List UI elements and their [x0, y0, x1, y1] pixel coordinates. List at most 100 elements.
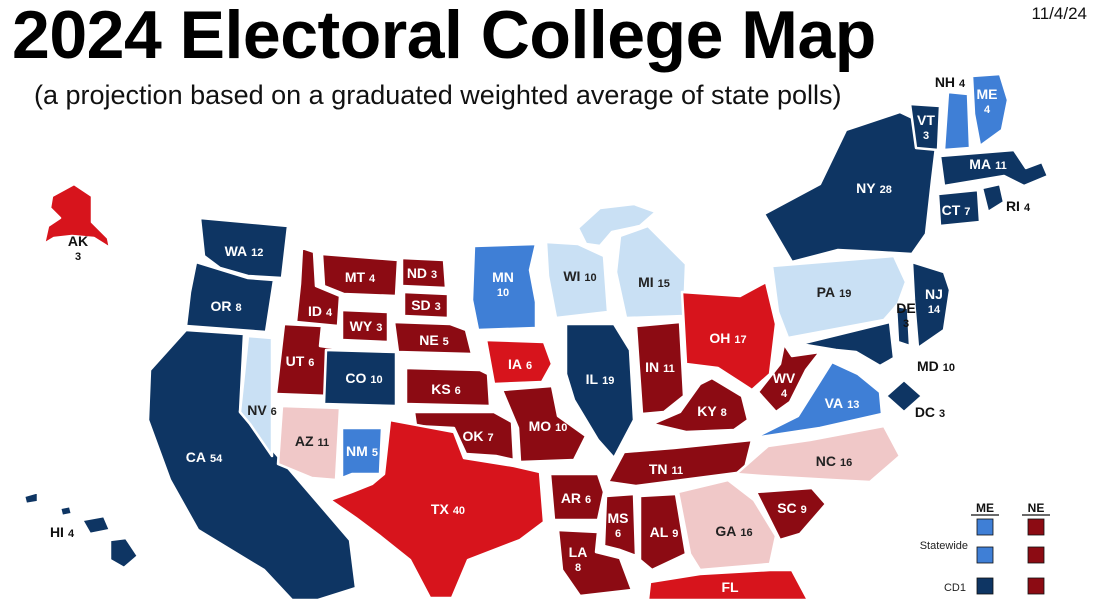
electoral-votes-SC: 9: [801, 504, 807, 516]
map-subtitle: (a projection based on a graduated weigh…: [34, 80, 842, 110]
state-abbr-MT: MT: [345, 269, 366, 285]
state-CO[interactable]: [322, 348, 398, 408]
label-CA: CA 54: [186, 449, 223, 465]
state-MO[interactable]: [500, 384, 588, 464]
label-WV: WV 4: [773, 370, 796, 400]
state-TX[interactable]: [328, 418, 546, 600]
label-NE: NE 5: [419, 332, 449, 348]
electoral-votes-WA: 12: [251, 247, 263, 259]
state-IN[interactable]: [634, 320, 686, 416]
state-IA[interactable]: [484, 338, 554, 386]
label-OR: OR 8: [210, 298, 241, 314]
legend-col-me: ME: [976, 501, 994, 515]
state-WY[interactable]: [340, 308, 390, 344]
state-abbr-MA: MA: [969, 156, 991, 172]
state-VA[interactable]: [752, 360, 884, 440]
state-NY[interactable]: [762, 110, 940, 264]
electoral-votes-WY: 3: [376, 322, 382, 334]
label-IL: IL 19: [586, 371, 615, 387]
state-abbr-WI: WI: [563, 268, 580, 284]
state-NM[interactable]: [340, 426, 384, 480]
label-AR: AR 6: [561, 490, 591, 506]
state-SD[interactable]: [402, 290, 450, 320]
state-abbr-CT: CT: [942, 202, 961, 218]
electoral-votes-TX: 40: [453, 505, 465, 517]
state-OH[interactable]: [680, 280, 778, 392]
label-LA: LA 8: [569, 544, 588, 574]
label-MI: MI 15: [638, 274, 670, 290]
state-MS[interactable]: [602, 492, 638, 558]
state-MN[interactable]: [470, 242, 538, 332]
state-abbr-WA: WA: [225, 243, 248, 259]
state-WA[interactable]: [198, 216, 290, 280]
state-abbr-MS: MS: [608, 510, 629, 526]
state-DE[interactable]: [894, 304, 912, 348]
state-NE[interactable]: [392, 320, 474, 356]
state-abbr-ND: ND: [407, 265, 427, 281]
state-KS[interactable]: [404, 366, 492, 408]
state-NC[interactable]: [734, 424, 902, 484]
state-KY[interactable]: [650, 376, 750, 434]
state-abbr-DC: DC: [915, 404, 935, 420]
state-WI[interactable]: [544, 240, 610, 320]
legend-ne-second-swatch: [1027, 546, 1045, 564]
state-MD[interactable]: [798, 320, 896, 368]
label-GA: GA 16: [715, 523, 752, 539]
state-CT[interactable]: [936, 188, 982, 228]
label-NH: NH 4: [935, 74, 966, 90]
state-VT[interactable]: [908, 102, 942, 152]
state-abbr-KY: KY: [697, 403, 717, 419]
state-AR[interactable]: [548, 472, 606, 522]
state-NH[interactable]: [942, 90, 972, 152]
state-AZ[interactable]: [276, 404, 342, 482]
state-abbr-OR: OR: [210, 298, 231, 314]
state-LA[interactable]: [556, 528, 634, 598]
state-AK[interactable]: [42, 182, 112, 250]
state-HI[interactable]: [22, 490, 140, 570]
state-PA[interactable]: [770, 254, 908, 340]
state-MI[interactable]: [576, 202, 688, 320]
state-NJ[interactable]: [910, 260, 952, 350]
state-ME[interactable]: [970, 72, 1010, 148]
state-TN[interactable]: [606, 438, 754, 488]
map-title: 2024 Electoral College Map: [12, 0, 876, 73]
state-abbr-ME: ME: [977, 86, 998, 102]
state-abbr-AR: AR: [561, 490, 581, 506]
state-abbr-MO: MO: [529, 418, 552, 434]
state-OR[interactable]: [184, 260, 276, 334]
state-SC[interactable]: [754, 486, 828, 542]
state-NV[interactable]: [238, 334, 274, 458]
label-KS: KS 6: [431, 381, 461, 397]
state-ID[interactable]: [294, 246, 342, 328]
state-UT[interactable]: [274, 322, 336, 398]
state-AL[interactable]: [638, 492, 688, 572]
electoral-votes-SD: 3: [435, 301, 441, 313]
label-ND: ND 3: [407, 265, 437, 281]
state-GA[interactable]: [676, 478, 778, 572]
state-abbr-NM: NM: [346, 443, 368, 459]
state-abbr-OK: OK: [462, 428, 483, 444]
electoral-votes-ME: 4: [984, 104, 991, 116]
electoral-votes-KY: 8: [721, 407, 727, 419]
state-IL[interactable]: [564, 322, 636, 460]
state-abbr-GA: GA: [715, 523, 736, 539]
label-MO: MO 10: [529, 418, 568, 434]
state-RI[interactable]: [980, 182, 1006, 214]
state-DC[interactable]: [884, 378, 924, 414]
label-MD: MD 10: [917, 358, 955, 374]
electoral-votes-UT: 6: [308, 357, 314, 369]
state-MT[interactable]: [320, 252, 400, 298]
electoral-votes-MO: 10: [555, 422, 567, 434]
state-abbr-IL: IL: [586, 371, 599, 387]
state-MA[interactable]: [938, 148, 1050, 188]
state-abbr-NV: NV: [247, 402, 267, 418]
state-FL[interactable]: [646, 568, 810, 600]
state-ND[interactable]: [400, 256, 448, 290]
state-WV[interactable]: [756, 342, 822, 414]
label-UT: UT 6: [286, 353, 315, 369]
electoral-votes-MS: 6: [615, 528, 621, 540]
state-abbr-LA: LA: [569, 544, 588, 560]
label-DC: DC 3: [915, 404, 945, 420]
electoral-votes-ID: 4: [326, 307, 333, 319]
label-AK: AK 3: [68, 233, 88, 263]
